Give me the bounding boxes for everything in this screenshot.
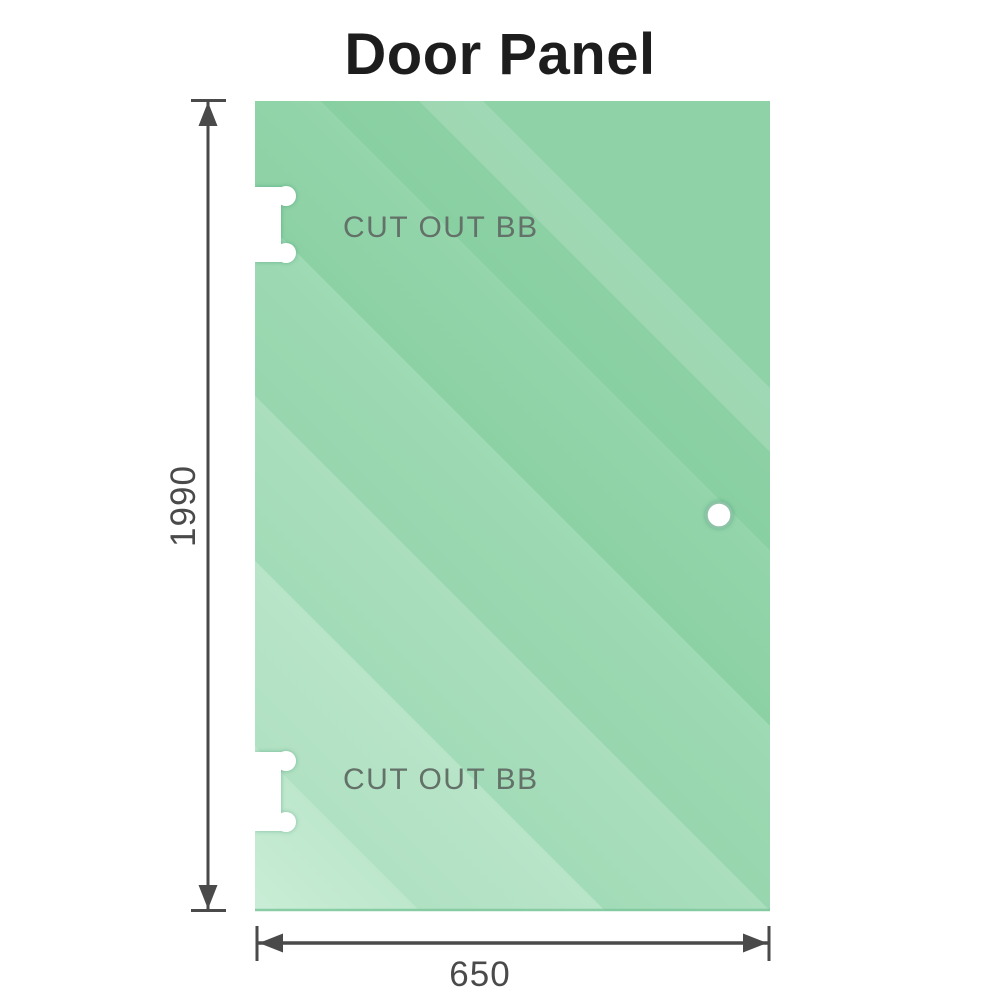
height-dimension: 1990 xyxy=(164,99,226,912)
arrow-down-icon xyxy=(198,885,218,909)
cutout-label-bottom: CUT OUT BB xyxy=(343,763,539,796)
hinge-cutout-bottom xyxy=(255,751,296,832)
width-dimension: 650 xyxy=(255,926,771,994)
height-dimension-label: 1990 xyxy=(164,465,203,547)
glass-reflection-streak xyxy=(419,101,770,452)
glass-features xyxy=(255,186,733,832)
arrow-right-icon xyxy=(743,933,767,953)
glass-panel xyxy=(255,101,770,912)
glass-panel-body xyxy=(255,101,770,911)
cutout-label-top: CUT OUT BB xyxy=(343,211,539,244)
diagram-title: Door Panel xyxy=(344,22,656,87)
width-dimension-label: 650 xyxy=(449,955,510,994)
arrow-up-icon xyxy=(198,102,218,126)
hinge-cutout-top xyxy=(255,186,296,263)
handle-hole xyxy=(705,501,733,529)
arrow-left-icon xyxy=(259,933,283,953)
